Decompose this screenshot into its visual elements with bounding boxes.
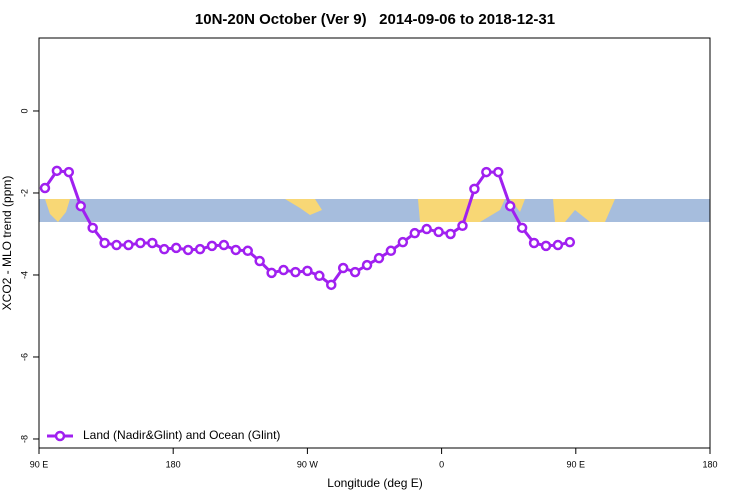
point: [493, 166, 504, 178]
point: [421, 223, 432, 235]
point: [516, 222, 528, 234]
point: [230, 244, 242, 256]
x-axis-label: Longitude (deg E): [327, 476, 422, 490]
y-tick-label: -8: [19, 435, 29, 443]
land: [285, 199, 322, 215]
map-strip: [39, 199, 710, 222]
x-tick-label: 90 E: [567, 459, 586, 469]
point: [123, 239, 134, 251]
point: [170, 242, 182, 254]
y-axis-label: XCO2 - MLO trend (ppm): [0, 176, 14, 311]
legend-marker: [54, 430, 66, 442]
point: [51, 165, 63, 177]
point: [182, 244, 194, 256]
point: [564, 236, 576, 248]
x-tick-label: 180: [702, 459, 717, 469]
plot-frame: [38, 37, 711, 449]
y-tick-label: -4: [19, 271, 29, 279]
point: [63, 166, 75, 178]
point: [39, 182, 51, 194]
point: [266, 267, 277, 279]
x-tick-label: 90 E: [30, 459, 49, 469]
point: [445, 228, 456, 240]
point: [433, 226, 444, 238]
point: [218, 239, 230, 251]
x-tick-label: 180: [166, 459, 181, 469]
y-tick-label: 0: [19, 108, 29, 113]
y-tick-label: -2: [19, 189, 29, 197]
x-tick-label: 90 W: [297, 459, 319, 469]
land: [45, 199, 70, 222]
point: [457, 220, 468, 232]
point: [75, 200, 87, 212]
land: [553, 199, 615, 222]
point: [302, 265, 313, 277]
chart-title: 10N-20N October (Ver 9) 2014-09-06 to 20…: [195, 11, 555, 28]
point: [278, 264, 289, 276]
point: [314, 270, 325, 282]
point: [528, 237, 540, 249]
point: [552, 239, 564, 251]
point: [504, 200, 516, 212]
point: [99, 237, 110, 249]
y-tick-label: -6: [19, 353, 29, 361]
point: [397, 236, 409, 248]
point: [147, 237, 158, 249]
point: [242, 245, 254, 257]
point: [481, 166, 492, 178]
point: [290, 266, 301, 278]
point: [373, 252, 385, 264]
point: [194, 243, 206, 255]
point: [337, 262, 349, 274]
point: [349, 266, 361, 278]
point: [361, 259, 373, 271]
point: [135, 237, 146, 249]
point: [206, 240, 218, 252]
point: [254, 255, 265, 267]
point: [540, 240, 552, 252]
point: [87, 222, 98, 234]
point: [326, 279, 337, 291]
land: [418, 199, 505, 222]
point: [409, 227, 421, 239]
point: [111, 239, 122, 251]
point: [469, 183, 480, 195]
point: [159, 243, 170, 255]
x-tick-label: 0: [439, 459, 444, 469]
ocean: [39, 199, 710, 222]
point: [385, 245, 397, 257]
legend-label: Land (Nadir&Glint) and Ocean (Glint): [83, 428, 280, 442]
